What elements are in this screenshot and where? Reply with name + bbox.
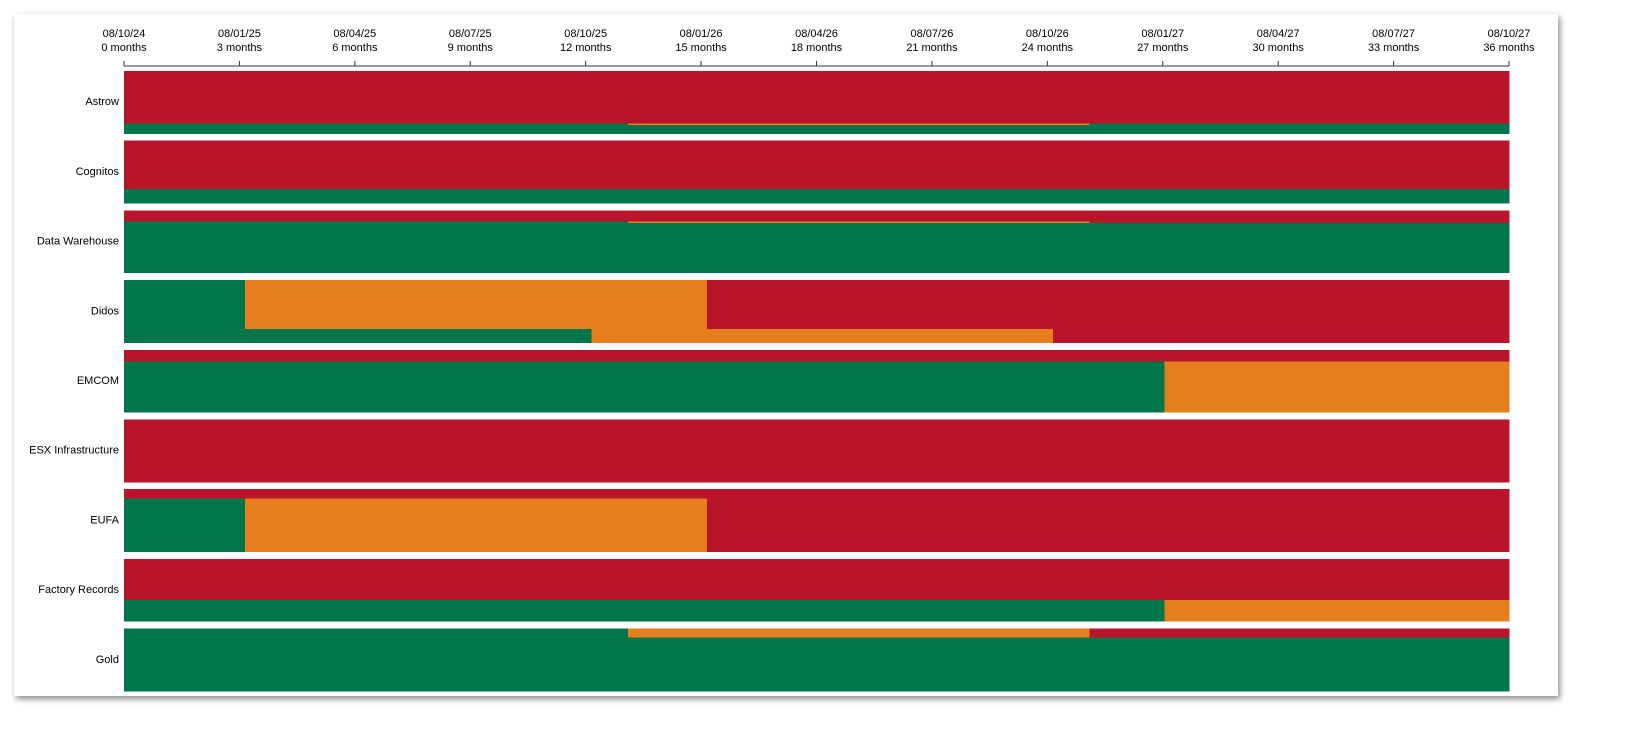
- timeline-segment-green: [124, 280, 246, 330]
- x-tick-date-label: 08/01/26: [680, 28, 723, 40]
- timeline-segment-orange: [627, 123, 1090, 126]
- x-tick-date-label: 08/10/26: [1026, 28, 1069, 40]
- timeline-segment-green: [124, 600, 1165, 622]
- row-label: Data Warehouse: [37, 236, 119, 248]
- timeline-segment-green: [124, 628, 629, 638]
- row-label: Gold: [96, 654, 119, 666]
- timeline-segment-orange: [1164, 600, 1510, 622]
- x-tick-months-label: 30 months: [1252, 42, 1304, 54]
- chart-row: Factory Records: [38, 558, 1510, 622]
- timeline-segment-green: [124, 498, 246, 552]
- x-tick-months-label: 27 months: [1137, 42, 1189, 54]
- timeline-segment-red: [124, 71, 1510, 124]
- x-tick-months-label: 33 months: [1368, 42, 1420, 54]
- x-tick-date-label: 08/10/25: [564, 28, 607, 40]
- x-tick-months-label: 15 months: [675, 42, 727, 54]
- timeline-segment-orange: [627, 221, 1090, 224]
- x-tick-months-label: 9 months: [448, 42, 494, 54]
- x-tick-date-label: 08/07/26: [911, 28, 954, 40]
- chart-row: EUFA: [90, 489, 1510, 552]
- chart-row: Didos: [91, 280, 1510, 343]
- x-tick-date-label: 08/04/26: [795, 28, 838, 40]
- chart-row: Data Warehouse: [37, 210, 1510, 274]
- timeline-segment-green: [124, 328, 592, 343]
- timeline-segment-red: [124, 419, 1510, 483]
- chart-rows: Astrow Cognitos Data Warehouse Didos EMCOM ES…: [29, 71, 1510, 692]
- timeline-segment-red: [124, 349, 1510, 362]
- x-tick-date-label: 08/01/25: [218, 28, 261, 40]
- chart-row: ESX Infrastructure: [29, 419, 1510, 483]
- timeline-segment-green: [124, 361, 1165, 413]
- x-tick-date-label: 08/10/27: [1488, 28, 1531, 40]
- row-label: Astrow: [85, 96, 119, 108]
- timeline-segment-red: [706, 280, 1510, 330]
- timeline-segment-red: [124, 558, 1510, 601]
- x-tick-months-label: 3 months: [217, 42, 263, 54]
- timeline-segment-green: [124, 221, 629, 224]
- x-tick-date-label: 08/10/24: [103, 28, 146, 40]
- chart-row: Cognitos: [76, 140, 1510, 204]
- timeline-segment-green: [124, 637, 1510, 692]
- x-tick-date-label: 08/04/25: [333, 28, 376, 40]
- x-tick-date-label: 08/07/27: [1372, 28, 1415, 40]
- row-label: ESX Infrastructure: [29, 445, 119, 457]
- timeline-segment-red: [124, 489, 1510, 499]
- x-tick-months-label: 24 months: [1022, 42, 1074, 54]
- x-tick-months-label: 12 months: [560, 42, 612, 54]
- chart-row: EMCOM: [77, 349, 1510, 413]
- x-tick-months-label: 0 months: [101, 42, 147, 54]
- x-tick-months-label: 6 months: [332, 42, 378, 54]
- timeline-segment-green: [124, 124, 1510, 134]
- chart-row: Astrow: [85, 71, 1510, 134]
- timeline-segment-red: [124, 140, 1510, 190]
- row-label: EUFA: [90, 514, 119, 526]
- chart-row: Gold: [96, 628, 1510, 692]
- timeline-segment-orange: [627, 628, 1090, 638]
- timeline-segment-orange: [245, 280, 708, 330]
- timeline-segment-red: [1089, 221, 1510, 224]
- timeline-segment-orange: [1164, 361, 1510, 413]
- timeline-segment-orange: [245, 498, 708, 552]
- timeline-segment-red: [706, 498, 1510, 552]
- timeline-segment-orange: [591, 328, 1054, 343]
- x-tick-date-label: 08/07/25: [449, 28, 492, 40]
- timeline-segment-red: [1089, 628, 1510, 638]
- timeline-segment-green: [1089, 123, 1510, 126]
- timeline-segment-green: [124, 123, 629, 126]
- x-axis: 08/10/24 0 months 08/01/25 3 months 08/04/25…: [101, 28, 1535, 67]
- row-label: EMCOM: [77, 375, 119, 387]
- x-tick-months-label: 18 months: [791, 42, 843, 54]
- row-label: Factory Records: [38, 584, 119, 596]
- row-label: Cognitos: [76, 166, 120, 178]
- x-tick-date-label: 08/04/27: [1257, 28, 1300, 40]
- timeline-segment-green: [124, 222, 1510, 274]
- timeline-segment-red: [124, 210, 1510, 222]
- timeline-segment-green: [124, 188, 1510, 204]
- row-label: Didos: [91, 305, 120, 317]
- x-tick-months-label: 21 months: [906, 42, 958, 54]
- x-tick-date-label: 08/01/27: [1141, 28, 1184, 40]
- timeline-segment-red: [1053, 328, 1510, 343]
- x-tick-months-label: 36 months: [1483, 42, 1535, 54]
